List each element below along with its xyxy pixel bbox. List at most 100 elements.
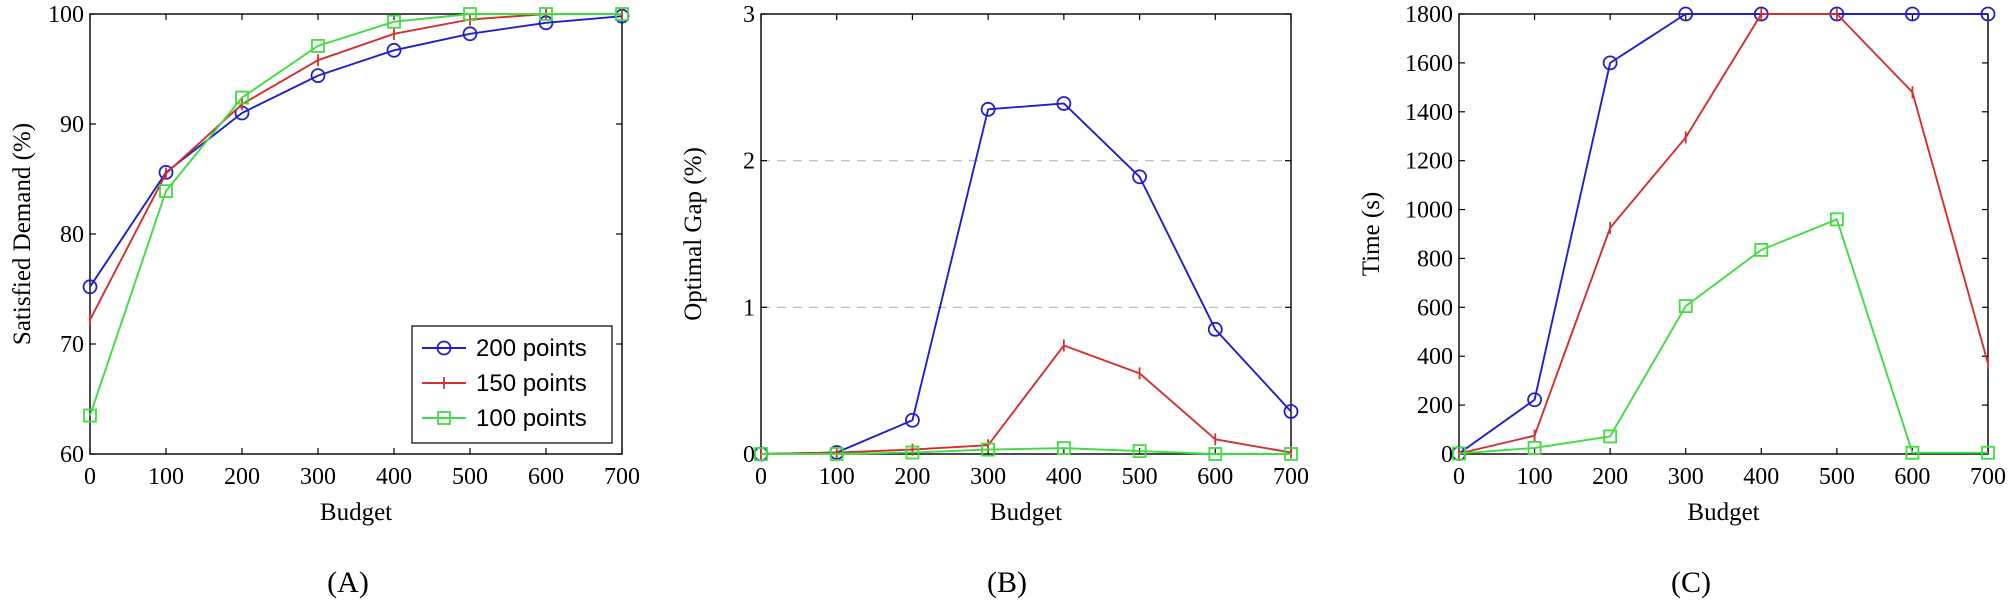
data-point — [1452, 446, 1466, 461]
series-200-points — [82, 8, 630, 295]
legend-swatch-marker — [436, 340, 452, 356]
data-point — [829, 447, 844, 461]
data-point — [1283, 404, 1299, 419]
y-tick-label: 600 — [1417, 295, 1453, 321]
x-tick-label: 100 — [1517, 464, 1553, 490]
panel-label: (A) — [327, 566, 369, 599]
data-point — [1980, 6, 1996, 22]
legend-label: 200 points — [476, 335, 587, 362]
y-tick-label: 1600 — [1405, 51, 1453, 77]
data-point — [82, 279, 98, 295]
y-tick-label: 70 — [60, 332, 84, 358]
y-tick-label: 80 — [60, 222, 84, 248]
y-axis-label: Optimal Gap (%) — [680, 147, 707, 321]
legend-swatch-marker — [437, 411, 451, 425]
x-tick-label: 500 — [1122, 464, 1158, 490]
x-tick-label: 600 — [1894, 464, 1930, 490]
y-axis-label: Satisfied Demand (%) — [9, 123, 36, 345]
y-tick-label: 1200 — [1405, 149, 1453, 175]
data-point — [1829, 212, 1844, 227]
series-line — [89, 15, 623, 288]
series-line — [89, 13, 622, 416]
series-100-points — [1452, 212, 1995, 461]
x-tick-label: 500 — [452, 464, 488, 490]
data-point — [1754, 242, 1769, 257]
chart-panel-1: 0 100 200 300 400 500 600 700 60 70 80 90 100 Budget S… — [9, 2, 640, 599]
data-point — [905, 445, 920, 460]
data-point — [1207, 321, 1223, 337]
series-200-points — [753, 96, 1299, 462]
panel-label: (B) — [987, 566, 1027, 599]
y-tick-label: 800 — [1417, 246, 1453, 272]
series-line — [760, 344, 1292, 455]
series-150-points — [760, 339, 1292, 460]
x-axis-label: Budget — [320, 499, 392, 526]
plot-frame — [1458, 13, 1989, 455]
data-point — [615, 7, 629, 21]
x-tick-label: 400 — [1046, 464, 1082, 490]
y-tick-label: 90 — [60, 112, 84, 138]
data-point — [1527, 440, 1542, 455]
x-tick-label: 300 — [300, 464, 336, 490]
data-point — [1603, 429, 1618, 444]
data-point — [462, 26, 478, 42]
data-point — [159, 184, 173, 199]
series-100-points — [83, 7, 629, 423]
chart-panel-2: 0 100 200 300 400 500 600 700 0 1 2 3 Budget Optimal … — [680, 2, 1309, 599]
legend-label: 150 points — [476, 370, 587, 397]
x-tick-label: 0 — [84, 464, 96, 490]
x-tick-label: 700 — [1273, 464, 1309, 490]
data-point — [905, 412, 920, 428]
data-point — [754, 447, 768, 461]
data-point — [980, 101, 996, 117]
x-tick-label: 500 — [1819, 464, 1855, 490]
legend-entry: 100 points — [422, 405, 587, 432]
x-axis-label: Budget — [990, 499, 1062, 526]
data-point — [386, 42, 402, 58]
y-tick-label: 100 — [48, 2, 84, 28]
plot-frame — [760, 13, 1292, 455]
y-tick-label: 3 — [743, 2, 755, 28]
series-line — [1458, 13, 1989, 455]
x-tick-label: 200 — [894, 464, 930, 490]
data-point — [1905, 6, 1920, 22]
data-point — [463, 7, 477, 21]
y-tick-label: 400 — [1417, 344, 1453, 370]
data-point — [1678, 299, 1693, 314]
y-tick-label: 0 — [743, 442, 755, 468]
data-point — [1905, 445, 1920, 460]
series-line — [760, 102, 1292, 455]
x-tick-label: 200 — [224, 464, 260, 490]
x-tick-label: 100 — [819, 464, 855, 490]
x-tick-label: 0 — [1453, 464, 1465, 490]
x-tick-label: 700 — [1970, 464, 2006, 490]
data-point — [1132, 444, 1147, 458]
y-tick-label: 60 — [60, 442, 84, 468]
legend-entry: 150 points — [422, 370, 587, 397]
y-axis-label: Time (s) — [1358, 192, 1385, 277]
series-150-points — [1458, 8, 1989, 460]
series-line — [1458, 218, 1988, 455]
data-point — [387, 14, 401, 29]
data-point — [1208, 447, 1223, 461]
chart-panel-3: 0 100 200 300 400 500 600 700 0 200 400 600 800 1000 1… — [1358, 2, 2006, 599]
data-point — [310, 68, 326, 83]
x-tick-label: 0 — [755, 464, 767, 490]
y-tick-label: 1800 — [1405, 2, 1453, 28]
x-tick-label: 400 — [376, 464, 412, 490]
data-point — [1132, 169, 1147, 185]
legend: 200 points 150 points 100 points — [411, 325, 613, 444]
legend-entry: 200 points — [422, 335, 587, 362]
series-line — [1458, 13, 1988, 455]
data-point — [1284, 447, 1298, 461]
series-line — [761, 447, 1291, 455]
series-200-points — [1451, 6, 1996, 461]
data-point — [235, 90, 249, 105]
y-tick-label: 1 — [743, 295, 755, 321]
series-100-points — [754, 441, 1298, 461]
data-point — [1602, 55, 1618, 71]
x-tick-label: 600 — [528, 464, 564, 490]
data-point — [1527, 392, 1542, 408]
y-tick-label: 1000 — [1405, 198, 1453, 224]
